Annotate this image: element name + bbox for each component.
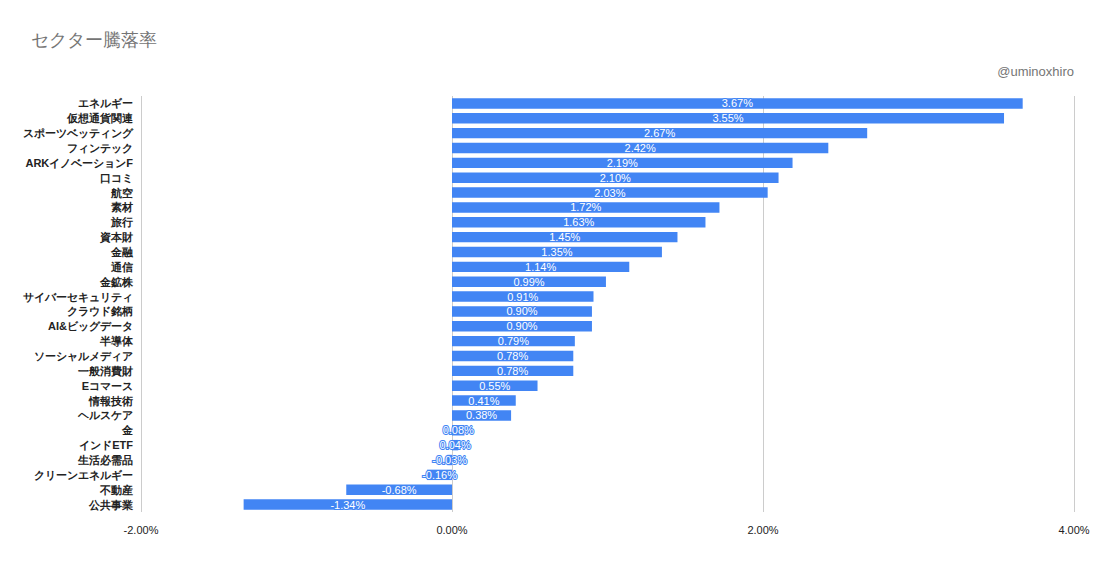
svg-text:公共事業: 公共事業 [88, 499, 133, 512]
svg-text:口コミ: 口コミ [100, 172, 133, 184]
svg-text:0.38%: 0.38% [466, 409, 497, 421]
svg-text:3.67%: 3.67% [722, 97, 753, 109]
svg-text:一般消費財: 一般消費財 [78, 365, 133, 377]
svg-text:資本財: 資本財 [99, 231, 133, 244]
svg-text:不動産: 不動産 [99, 484, 133, 496]
svg-text:金融: 金融 [110, 246, 134, 258]
svg-text:2.19%: 2.19% [607, 157, 638, 169]
svg-text:-0.68%: -0.68% [382, 484, 417, 496]
svg-text:1.35%: 1.35% [541, 246, 572, 258]
svg-text:0.41%: 0.41% [468, 395, 499, 407]
svg-text:スポーツベッティング: スポーツベッティング [23, 127, 134, 139]
svg-text:旅行: 旅行 [110, 216, 133, 228]
svg-text:-1.34%: -1.34% [330, 499, 365, 511]
svg-text:1.45%: 1.45% [549, 231, 580, 243]
svg-text:2.03%: 2.03% [594, 187, 625, 199]
svg-text:0.78%: 0.78% [497, 365, 528, 377]
svg-text:0.90%: 0.90% [506, 305, 537, 317]
svg-text:金: 金 [121, 424, 134, 436]
svg-text:クリーンエネルギー: クリーンエネルギー [34, 469, 133, 481]
svg-text:AI&ビッグデータ: AI&ビッグデータ [48, 320, 133, 332]
svg-text:1.14%: 1.14% [525, 261, 556, 273]
svg-text:航空: 航空 [110, 187, 133, 199]
svg-text:-0.03%: -0.03% [432, 454, 467, 466]
svg-text:@uminoxhiro: @uminoxhiro [997, 64, 1074, 79]
svg-text:0.04%: 0.04% [440, 439, 471, 451]
svg-text:0.90%: 0.90% [506, 320, 537, 332]
svg-text:生活必需品: 生活必需品 [77, 454, 133, 466]
svg-text:通信: 通信 [110, 261, 133, 273]
svg-text:ソーシャルメディア: ソーシャルメディア [34, 350, 133, 362]
svg-text:3.55%: 3.55% [712, 112, 743, 124]
svg-text:2.42%: 2.42% [625, 142, 656, 154]
svg-text:2.00%: 2.00% [747, 524, 778, 536]
svg-text:フィンテック: フィンテック [67, 142, 133, 154]
svg-text:ARKイノベーションF: ARKイノベーションF [25, 157, 133, 169]
svg-text:0.91%: 0.91% [507, 291, 538, 303]
svg-text:-2.00%: -2.00% [124, 524, 159, 536]
svg-text:0.55%: 0.55% [479, 380, 510, 392]
svg-text:サイバーセキュリティ: サイバーセキュリティ [23, 291, 133, 303]
svg-text:4.00%: 4.00% [1058, 524, 1089, 536]
svg-text:2.10%: 2.10% [600, 172, 631, 184]
svg-text:2.67%: 2.67% [644, 127, 675, 139]
svg-text:0.08%: 0.08% [443, 424, 474, 436]
svg-text:0.00%: 0.00% [436, 524, 467, 536]
svg-text:素材: 素材 [111, 201, 133, 213]
svg-text:情報技術: 情報技術 [88, 395, 133, 407]
svg-text:Eコマース: Eコマース [82, 380, 133, 392]
svg-text:0.79%: 0.79% [498, 335, 529, 347]
svg-text:1.63%: 1.63% [563, 216, 594, 228]
svg-text:0.78%: 0.78% [497, 350, 528, 362]
svg-text:セクター騰落率: セクター騰落率 [31, 30, 157, 50]
svg-text:-0.16%: -0.16% [422, 469, 457, 481]
svg-text:ヘルスケア: ヘルスケア [77, 409, 133, 421]
svg-text:金鉱株: 金鉱株 [99, 276, 134, 288]
svg-text:エネルギー: エネルギー [78, 97, 133, 109]
svg-text:0.99%: 0.99% [513, 276, 544, 288]
svg-text:1.72%: 1.72% [570, 201, 601, 213]
svg-text:半導体: 半導体 [99, 335, 134, 347]
svg-text:仮想通貨関連: 仮想通貨関連 [66, 112, 134, 125]
svg-text:クラウド銘柄: クラウド銘柄 [67, 305, 133, 317]
svg-text:インドETF: インドETF [79, 439, 133, 451]
